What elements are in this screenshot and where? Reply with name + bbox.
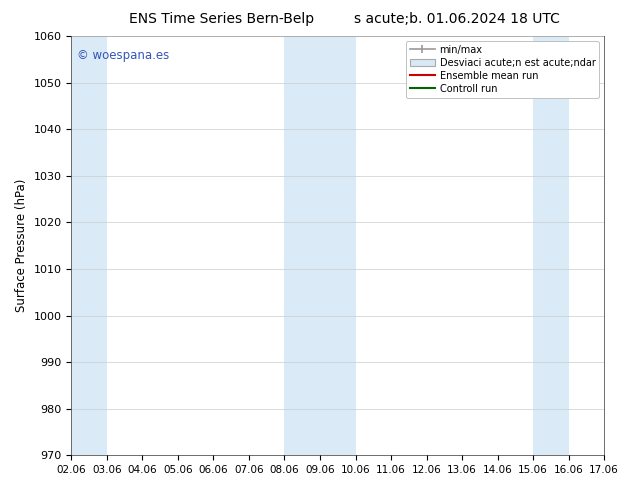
Text: © woespana.es: © woespana.es — [77, 49, 169, 62]
Bar — [285, 36, 356, 455]
Legend: min/max, Desviaci acute;n est acute;ndar, Ensemble mean run, Controll run: min/max, Desviaci acute;n est acute;ndar… — [406, 41, 599, 98]
Text: s acute;b. 01.06.2024 18 UTC: s acute;b. 01.06.2024 18 UTC — [354, 12, 559, 26]
Bar — [533, 36, 569, 455]
Bar — [72, 36, 107, 455]
Y-axis label: Surface Pressure (hPa): Surface Pressure (hPa) — [15, 179, 28, 313]
Text: ENS Time Series Bern-Belp: ENS Time Series Bern-Belp — [129, 12, 314, 26]
